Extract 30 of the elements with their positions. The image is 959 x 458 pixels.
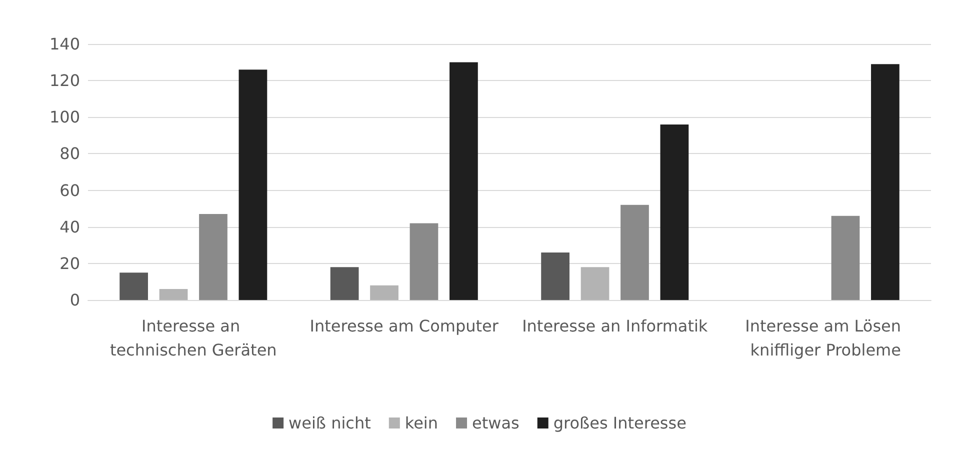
bar [410, 223, 438, 300]
bar [831, 216, 860, 300]
x-tick-label: Interesse an technischen Geräten [110, 316, 277, 360]
y-tick-label: 140 [49, 34, 80, 54]
bar [199, 214, 228, 300]
bar [871, 64, 900, 300]
legend-label: kein [404, 414, 438, 432]
bar [330, 267, 359, 300]
y-tick-label: 120 [49, 71, 80, 90]
x-tick-label: Interesse an Informatik [522, 316, 708, 336]
legend-label: etwas [472, 414, 520, 432]
y-tick-label: 0 [70, 290, 80, 310]
bar [450, 62, 478, 300]
y-tick-label: 60 [60, 180, 80, 200]
x-tick-label: Interesse am Computer [310, 316, 499, 336]
y-tick-label: 20 [60, 254, 80, 273]
bar [120, 272, 148, 300]
bar [580, 267, 610, 300]
x-tick-label: Interesse am Lösen kniffliger Probleme [745, 316, 906, 360]
bar [370, 285, 398, 300]
bar [238, 70, 268, 300]
y-tick-label: 100 [49, 108, 80, 127]
legend-label: weiß nicht [288, 414, 371, 432]
legend-label: großes Interesse [553, 414, 686, 432]
bar [159, 289, 188, 300]
bar [541, 252, 570, 300]
y-tick-label: 40 [60, 217, 80, 236]
bar [660, 124, 689, 300]
bar [620, 204, 649, 300]
y-tick-label: 80 [60, 144, 80, 164]
